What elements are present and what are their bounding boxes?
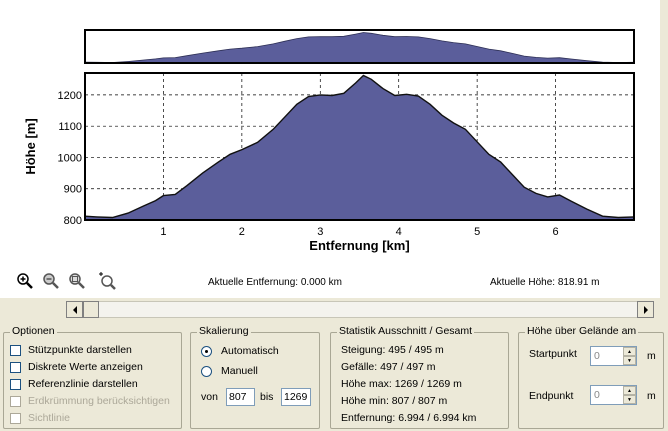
stat-ascent: Steigung: 495 / 495 m [341, 344, 444, 356]
x-tick-label: 4 [396, 226, 402, 238]
overview-profile-area [84, 32, 635, 64]
scaling-group: Skalierung Automatisch Manuell von 807 b… [190, 325, 320, 429]
plot-frame [84, 72, 635, 221]
option-label: Erdkrümmung berücksichtigen [28, 395, 170, 407]
start-point-spinner[interactable]: 0 ▲ ▼ [590, 346, 637, 366]
arrow-left-icon [72, 305, 77, 314]
scroll-left-button[interactable] [66, 301, 83, 318]
checkbox[interactable] [10, 361, 21, 373]
x-tick-label: 5 [474, 226, 480, 238]
stat-descent: Gefälle: 497 / 497 m [341, 361, 436, 373]
scale-from-input[interactable]: 807 [226, 388, 255, 406]
start-point-label: Startpunkt [529, 348, 577, 360]
scaling-title: Skalierung [197, 325, 251, 337]
option-label: Sichtlinie [28, 412, 71, 424]
y-tick-label: 1100 [58, 121, 82, 133]
zoom-out-icon[interactable] [40, 270, 62, 292]
statistics-title: Statistik Ausschnitt / Gesamt [337, 325, 475, 337]
elevation-line [84, 74, 635, 219]
spin-down-icon[interactable]: ▼ [623, 395, 636, 404]
chart-toolbar: Aktuelle Entfernung: 0.000 km Aktuelle H… [0, 265, 660, 298]
y-tick-label: 800 [64, 215, 82, 227]
y-tick-label: 900 [64, 184, 82, 196]
arrow-right-icon [643, 305, 648, 314]
scroll-right-button[interactable] [637, 301, 654, 318]
stat-height-min: Höhe min: 807 / 807 m [341, 395, 448, 407]
checkbox [10, 412, 21, 424]
statistics-group: Statistik Ausschnitt / Gesamt Steigung: … [330, 325, 509, 429]
scrollbar-thumb[interactable] [83, 301, 99, 318]
scale-to-input[interactable]: 1269 [281, 388, 311, 406]
radio-label: Automatisch [221, 345, 279, 357]
x-tick-label: 1 [160, 226, 166, 238]
option-show-points[interactable]: Stützpunkte darstellen [10, 344, 132, 356]
radio-manual[interactable]: Manuell [201, 365, 258, 377]
zoom-box-icon[interactable] [66, 270, 88, 292]
y-tick-label: 1200 [58, 90, 82, 102]
radio-button[interactable] [201, 365, 212, 377]
options-group: Optionen Stützpunkte darstellen Diskrete… [3, 325, 182, 429]
stat-distance: Entfernung: 6.994 / 6.994 km [341, 412, 477, 424]
from-label: von [201, 391, 218, 403]
x-tick-label: 2 [239, 226, 245, 238]
horizontal-scrollbar[interactable] [66, 301, 654, 318]
zoom-in-icon[interactable] [14, 270, 36, 292]
checkbox [10, 395, 21, 407]
y-tick-label: 1000 [58, 152, 82, 164]
to-label: bis [260, 391, 274, 403]
options-title: Optionen [10, 325, 57, 337]
end-point-spinner[interactable]: 0 ▲ ▼ [590, 385, 637, 405]
radio-automatic[interactable]: Automatisch [201, 345, 279, 357]
elevation-chart[interactable]: 1 2 3 4 5 6 800 900 1000 1100 1200 Entfernung [km] H… [0, 0, 660, 298]
end-unit-label: m [647, 390, 656, 402]
current-distance-text: Aktuelle Entfernung: 0.000 km [208, 277, 342, 288]
start-unit-label: m [647, 350, 656, 362]
spin-up-icon[interactable]: ▲ [623, 386, 636, 395]
option-discrete-values[interactable]: Diskrete Werte anzeigen [10, 361, 143, 373]
y-axis-label: Höhe [m] [23, 118, 38, 174]
x-tick-label: 6 [553, 226, 559, 238]
option-reference-line[interactable]: Referenzlinie darstellen [10, 378, 138, 390]
option-label: Referenzlinie darstellen [28, 378, 138, 390]
option-label: Diskrete Werte anzeigen [28, 361, 143, 373]
radio-label: Manuell [221, 365, 258, 377]
x-tick-label: 3 [317, 226, 323, 238]
end-point-label: Endpunkt [529, 390, 574, 402]
checkbox[interactable] [10, 344, 21, 356]
radio-button[interactable] [201, 345, 212, 357]
x-axis-label: Entfernung [km] [309, 238, 409, 253]
height-above-title: Höhe über Gelände am [525, 325, 639, 337]
elevation-area [85, 75, 634, 220]
zoom-extent-icon[interactable] [96, 270, 118, 292]
option-line-of-sight: Sichtlinie [10, 412, 70, 424]
elevation-profile-panel: 1 2 3 4 5 6 800 900 1000 1100 1200 Entfernung [km] H… [0, 0, 660, 298]
overview-frame [84, 29, 635, 64]
option-earth-curvature: Erdkrümmung berücksichtigen [10, 395, 170, 407]
checkbox[interactable] [10, 378, 21, 390]
stat-height-max: Höhe max: 1269 / 1269 m [341, 378, 462, 390]
height-above-ground-group: Höhe über Gelände am Startpunkt 0 ▲ ▼ m E… [518, 325, 664, 429]
spin-down-icon[interactable]: ▼ [623, 356, 636, 365]
end-point-value: 0 [594, 389, 600, 401]
option-label: Stützpunkte darstellen [28, 344, 132, 356]
start-point-value: 0 [594, 350, 600, 362]
spin-up-icon[interactable]: ▲ [623, 347, 636, 356]
current-height-text: Aktuelle Höhe: 818.91 m [490, 277, 600, 288]
